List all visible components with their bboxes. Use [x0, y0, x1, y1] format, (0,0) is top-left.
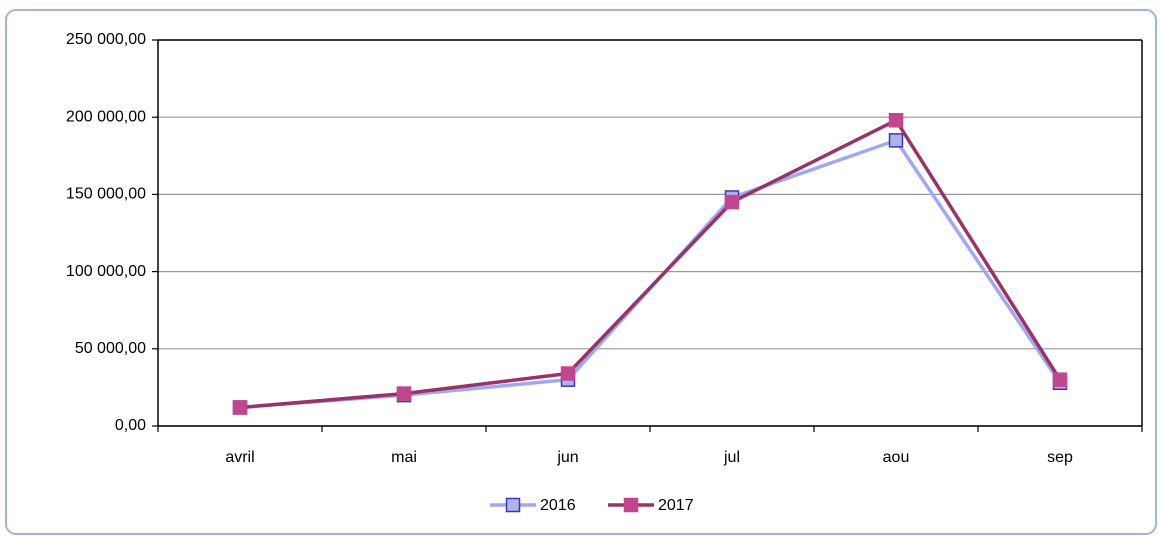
x-tick-label: jul: [723, 449, 740, 466]
x-tick-label: sep: [1047, 449, 1073, 466]
y-tick-label: 0,00: [115, 417, 146, 434]
marker: [396, 386, 412, 401]
y-tick-label: 100 000,00: [66, 263, 146, 280]
marker: [560, 366, 576, 381]
legend-marker: [505, 497, 521, 513]
marker: [232, 400, 248, 415]
y-tick-label: 250 000,00: [66, 31, 146, 48]
y-tick-label: 150 000,00: [66, 186, 146, 203]
legend-marker: [623, 497, 639, 513]
series-line: [239, 118, 1062, 410]
x-tick-label: jun: [556, 449, 578, 466]
legend-label: 2017: [658, 497, 694, 514]
marker: [888, 113, 904, 128]
x-tick-label: mai: [391, 449, 417, 466]
x-tick-label: avril: [225, 449, 254, 466]
x-tick-label: aou: [883, 449, 910, 466]
y-tick-label: 50 000,00: [75, 340, 146, 357]
marker: [1052, 372, 1068, 387]
marker: [724, 194, 740, 210]
marker: [888, 133, 904, 148]
legend-label: 2016: [540, 497, 576, 514]
y-tick-label: 200 000,00: [66, 108, 146, 125]
